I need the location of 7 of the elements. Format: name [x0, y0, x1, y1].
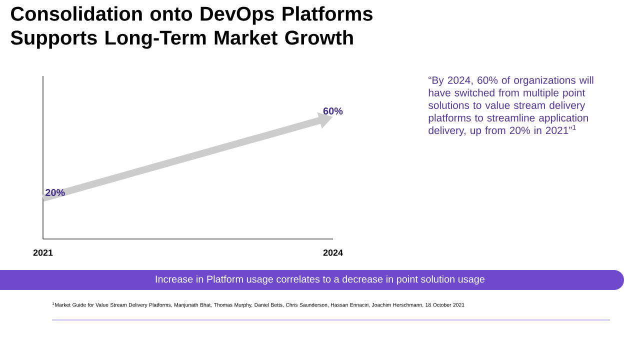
text: Increase in Platform usage correlates to a decrease in point solution usage — [156, 275, 485, 285]
x-tick-label: 2024 — [323, 249, 343, 256]
x-tick-label: 2021 — [33, 249, 53, 256]
data-label: 20% — [46, 189, 65, 196]
chart-title: Consolidation onto DevOps Platforms Supports Long-Term Market Growth — [10, 6, 372, 49]
data-label: 60% — [323, 108, 343, 115]
annotation: “By 2024, 60% of organizations will have switched from multiple point solutions to value stream delivery platforms to streamline application delivery, up from 20% in 2021”$^{1}$ — [428, 76, 594, 136]
